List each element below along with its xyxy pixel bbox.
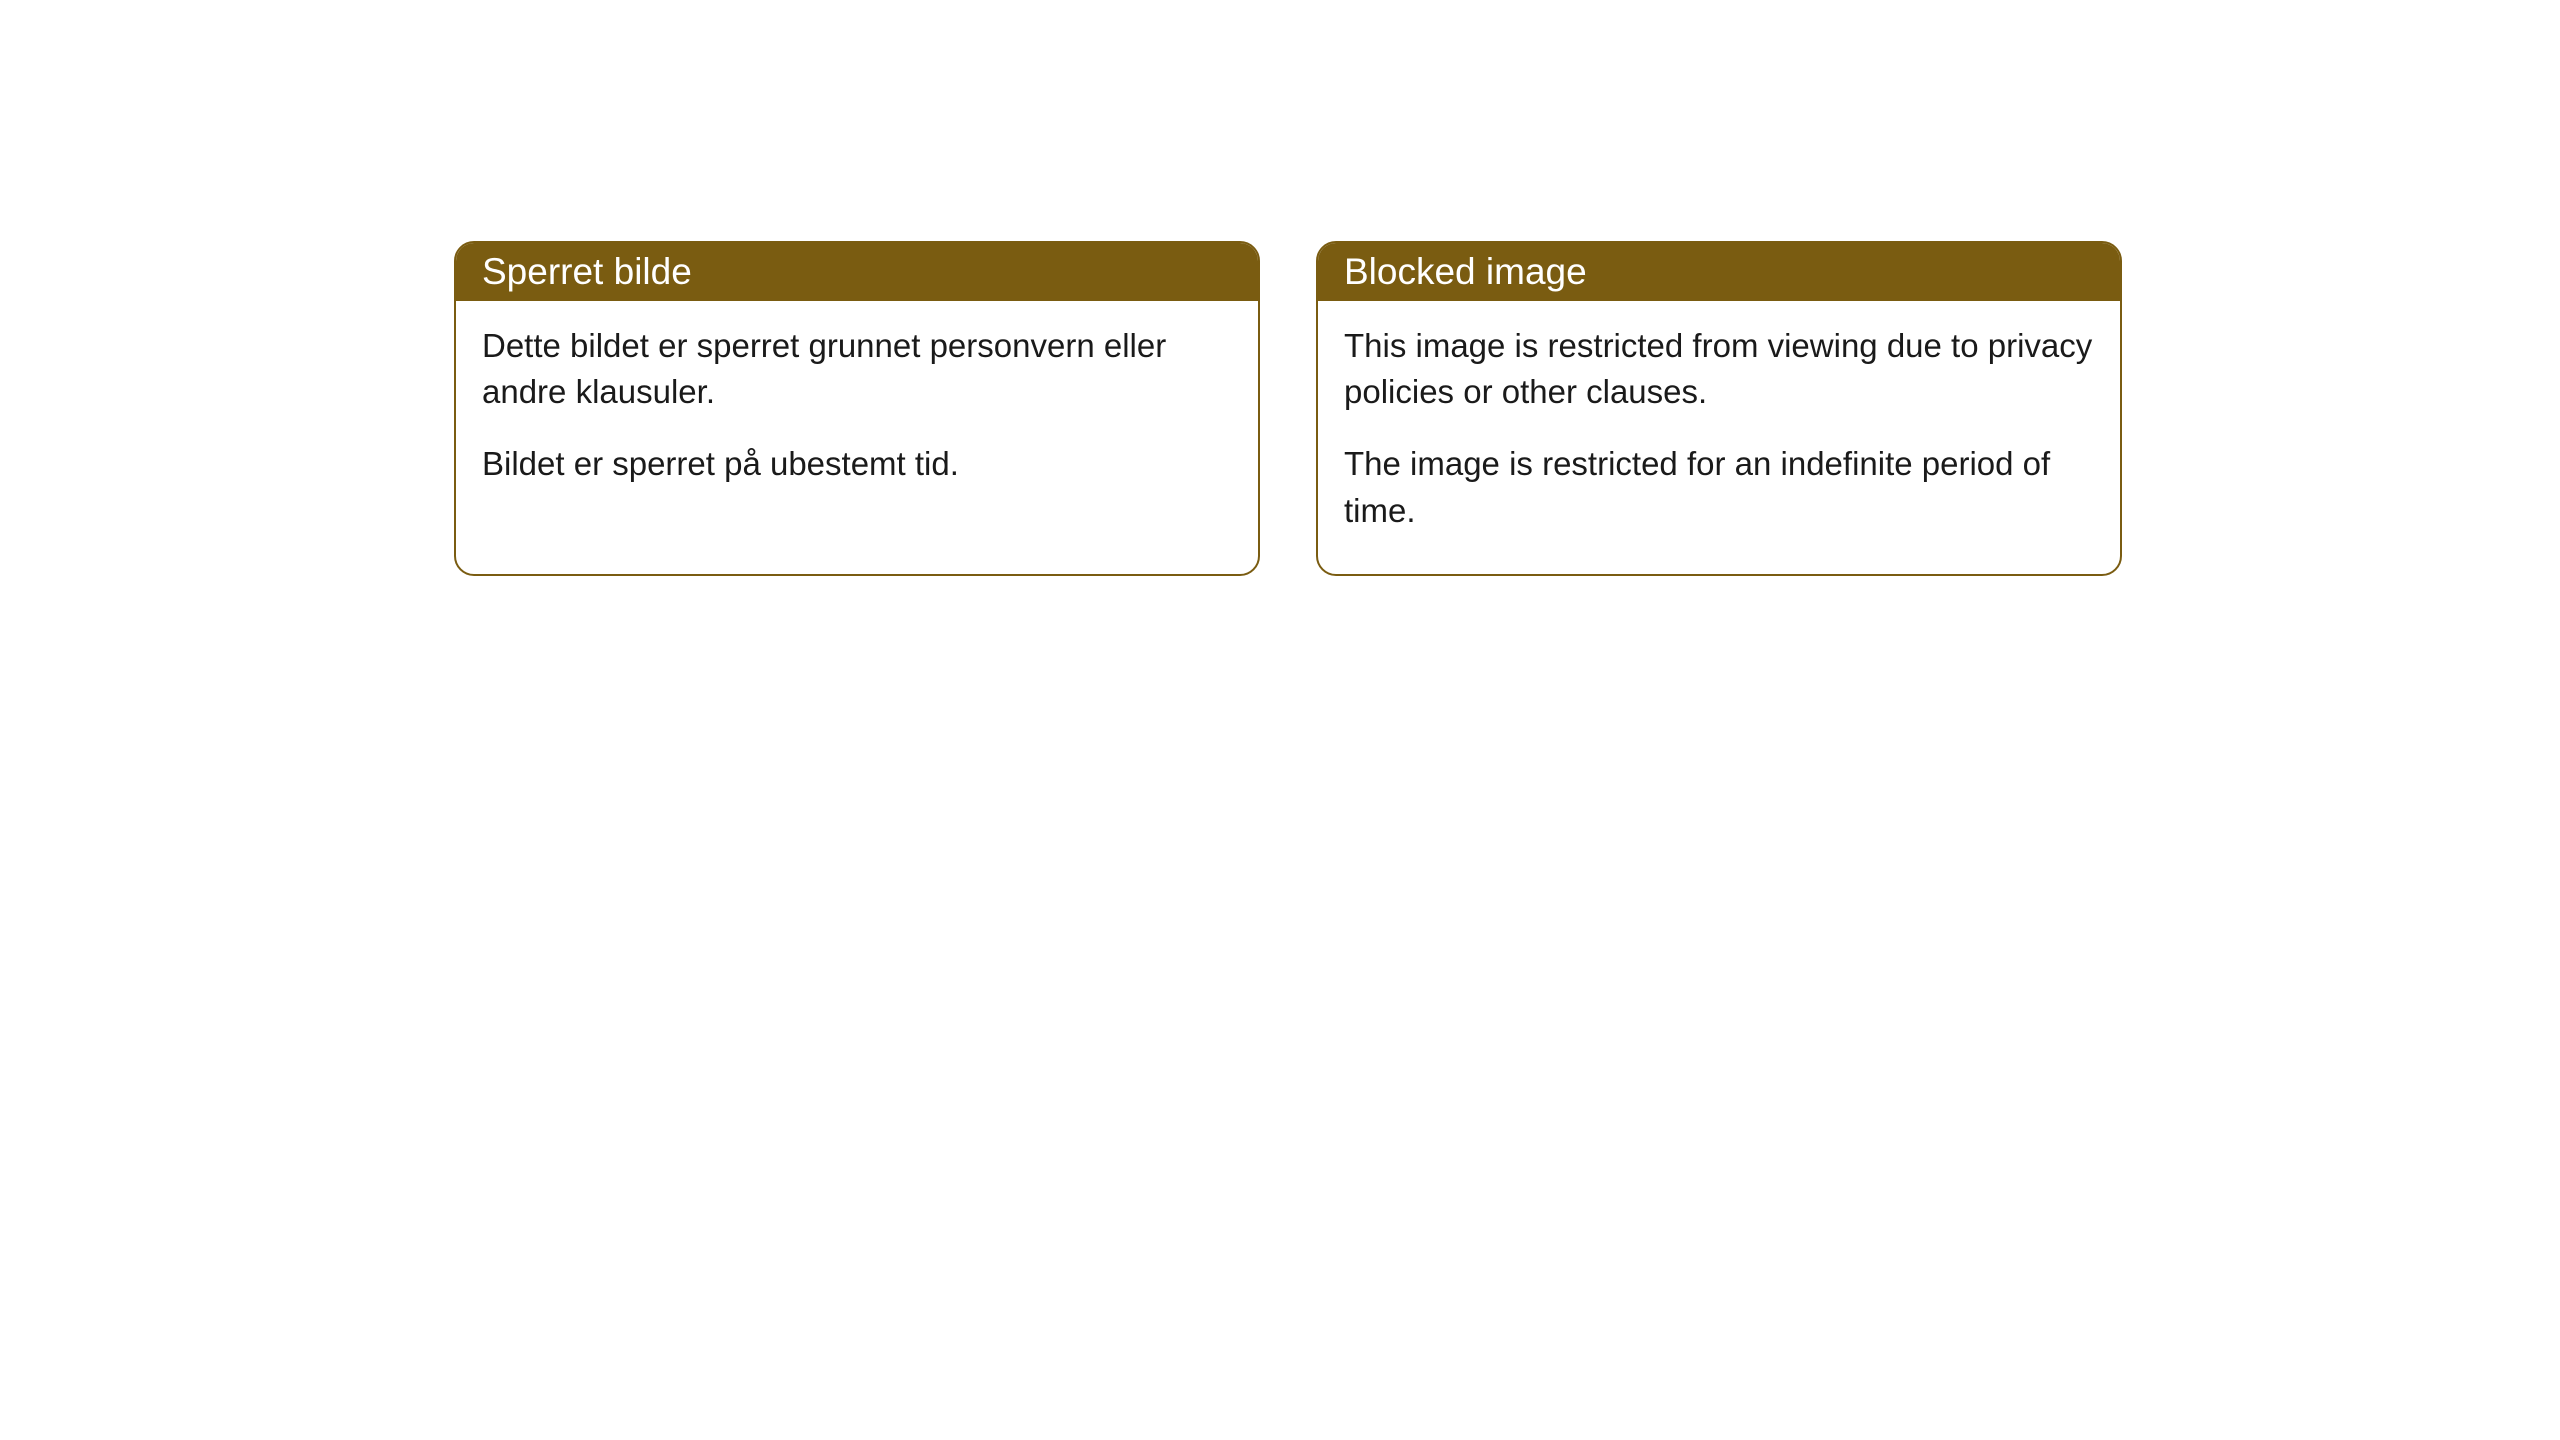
card-paragraph: Bildet er sperret på ubestemt tid. — [482, 441, 1232, 487]
card-body: Dette bildet er sperret grunnet personve… — [456, 301, 1258, 528]
notice-card-norwegian: Sperret bilde Dette bildet er sperret gr… — [454, 241, 1260, 576]
card-paragraph: The image is restricted for an indefinit… — [1344, 441, 2094, 533]
notice-card-english: Blocked image This image is restricted f… — [1316, 241, 2122, 576]
card-paragraph: Dette bildet er sperret grunnet personve… — [482, 323, 1232, 415]
card-body: This image is restricted from viewing du… — [1318, 301, 2120, 574]
card-paragraph: This image is restricted from viewing du… — [1344, 323, 2094, 415]
notice-cards-container: Sperret bilde Dette bildet er sperret gr… — [454, 241, 2122, 576]
card-header: Blocked image — [1318, 243, 2120, 301]
card-header: Sperret bilde — [456, 243, 1258, 301]
